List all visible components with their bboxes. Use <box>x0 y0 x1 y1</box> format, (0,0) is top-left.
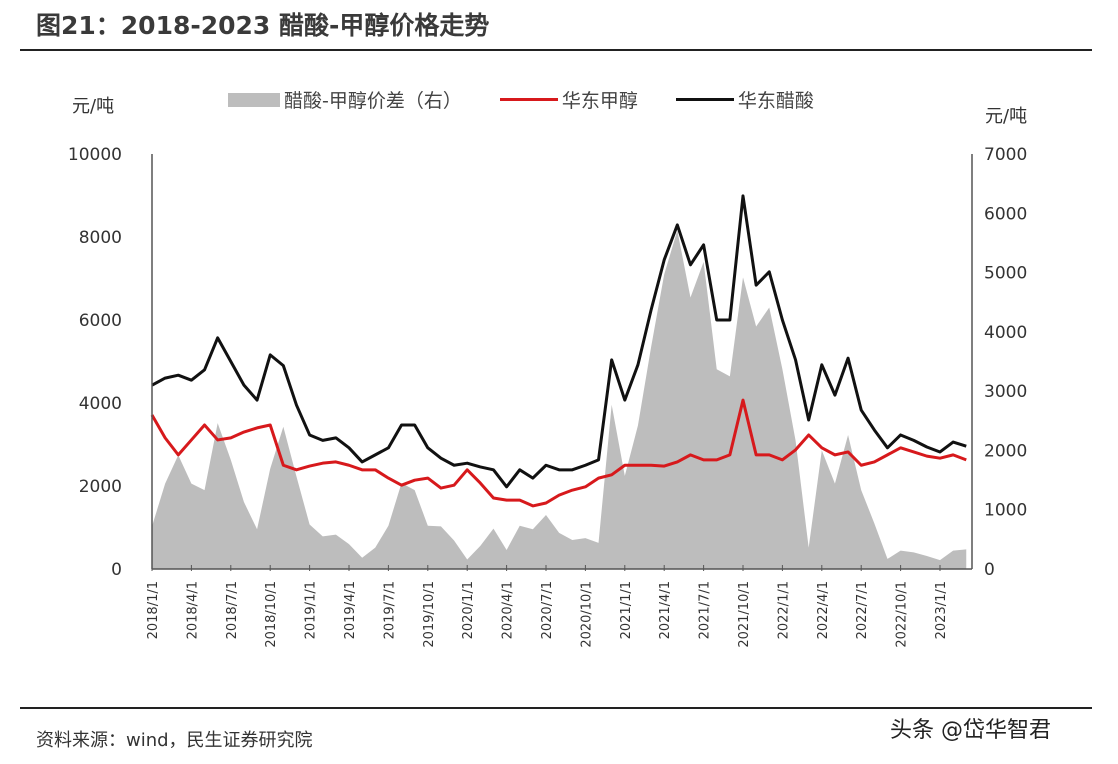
left-tick-label: 6000 <box>79 311 122 331</box>
legend-swatch-spread <box>228 92 280 107</box>
x-tick-label: 2022/7/1 <box>855 581 870 639</box>
methanol-line <box>150 398 967 508</box>
source-note: 资料来源：wind，民生证券研究院 <box>36 730 313 751</box>
left-tick-label: 0 <box>111 560 122 580</box>
spread-area <box>152 230 967 569</box>
x-tick-label: 2019/7/1 <box>382 581 397 639</box>
x-tick-label: 2021/4/1 <box>658 581 673 639</box>
acetic-acid-line <box>151 194 967 489</box>
chart-title: 图21：2018-2023 醋酸-甲醇价格走势 <box>36 11 490 40</box>
x-tick-label: 2021/10/1 <box>737 581 752 648</box>
title-divider <box>20 49 1092 51</box>
right-tick-label: 6000 <box>984 204 1027 224</box>
legend: 醋酸-甲醇价差（右） 华东甲醇 华东醋酸 <box>228 86 852 113</box>
x-tick-label: 2018/1/1 <box>146 581 161 639</box>
right-tick-label: 4000 <box>984 323 1027 343</box>
x-tick-label: 2021/1/1 <box>619 581 634 639</box>
legend-label-spread: 醋酸-甲醇价差（右） <box>284 90 462 112</box>
legend-swatch-acetic <box>675 98 734 101</box>
right-tick-label: 2000 <box>984 441 1027 461</box>
legend-item-spread: 醋酸-甲醇价差（右） <box>228 86 462 113</box>
x-tick-label: 2020/10/1 <box>579 581 594 648</box>
left-tick-label: 8000 <box>79 228 122 248</box>
x-tick-label: 2018/7/1 <box>225 581 240 639</box>
left-tick-label: 2000 <box>79 477 122 497</box>
watermark: 头条 @岱华智君 <box>890 718 1051 743</box>
footer-divider <box>20 707 1092 709</box>
x-tick-label: 2022/1/1 <box>776 581 791 639</box>
x-tick-label: 2018/10/1 <box>264 581 279 648</box>
legend-swatch-methanol <box>499 98 558 101</box>
x-tick-label: 2020/7/1 <box>540 581 555 639</box>
left-axis-unit: 元/吨 <box>72 96 115 117</box>
x-tick-label: 2023/1/1 <box>934 581 949 639</box>
x-tick-label: 2019/1/1 <box>304 581 319 639</box>
x-tick-label: 2022/10/1 <box>895 581 910 648</box>
x-tick-label: 2020/1/1 <box>461 581 476 639</box>
x-tick-label: 2020/4/1 <box>501 581 516 639</box>
right-tick-label: 3000 <box>984 382 1027 402</box>
legend-item-methanol: 华东甲醇 <box>499 86 638 113</box>
legend-item-acetic: 华东醋酸 <box>675 86 814 113</box>
x-tick-label: 2022/4/1 <box>816 581 831 639</box>
x-tick-label: 2018/4/1 <box>185 581 200 639</box>
right-tick-label: 0 <box>984 560 995 580</box>
left-tick-label: 10000 <box>68 145 122 165</box>
right-tick-label: 1000 <box>984 501 1027 521</box>
legend-label-acetic: 华东醋酸 <box>737 90 814 112</box>
left-tick-label: 4000 <box>79 394 122 414</box>
x-tick-label: 2019/4/1 <box>343 581 358 639</box>
x-tick-label: 2021/7/1 <box>698 581 713 639</box>
right-tick-label: 7000 <box>984 145 1027 165</box>
right-axis-unit: 元/吨 <box>985 106 1028 127</box>
right-tick-label: 5000 <box>984 264 1027 284</box>
legend-label-methanol: 华东甲醇 <box>561 90 638 112</box>
x-tick-label: 2019/10/1 <box>422 581 437 648</box>
